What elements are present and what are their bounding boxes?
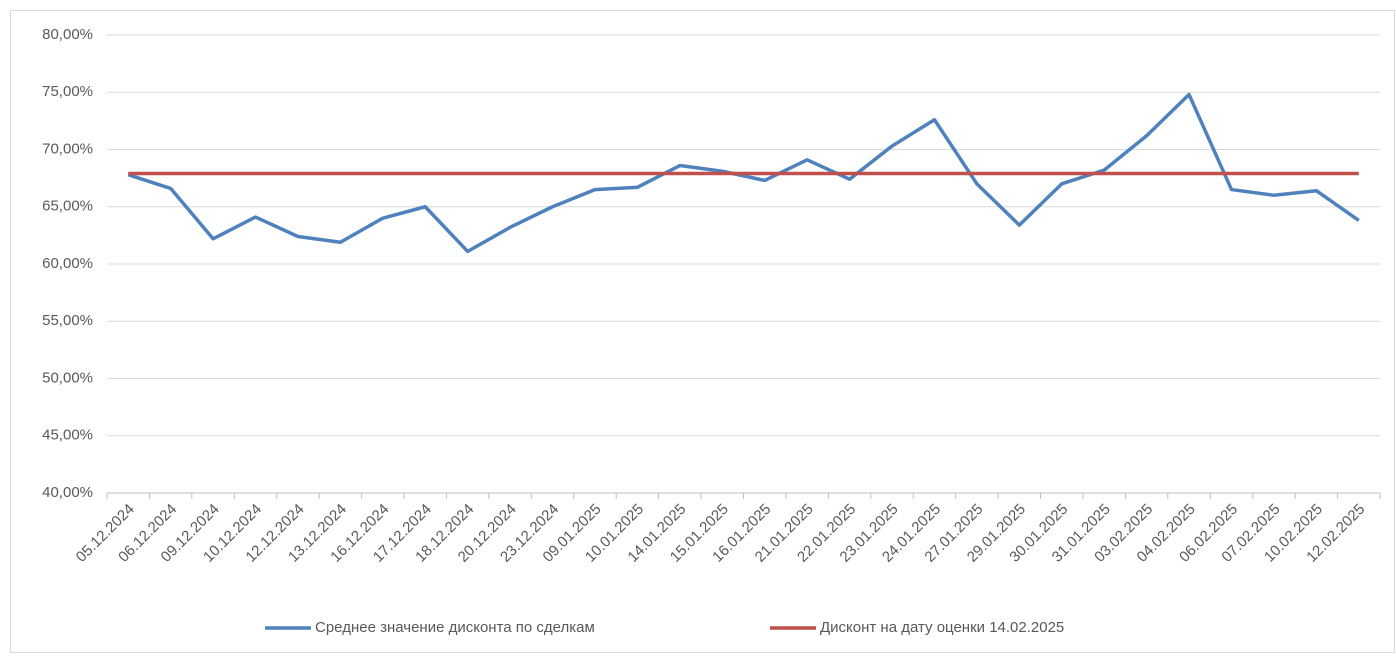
y-tick-label: 40,00% [42, 484, 93, 501]
series-line [127, 92, 1360, 254]
y-tick-label: 65,00% [42, 198, 93, 215]
y-tick-label: 45,00% [42, 427, 93, 444]
legend-label: Среднее значение дисконта по сделкам [315, 619, 595, 636]
y-tick-label: 75,00% [42, 83, 93, 100]
y-tick-label: 70,00% [42, 140, 93, 157]
legend-label: Дисконт на дату оценки 14.02.2025 [820, 619, 1064, 636]
y-tick-label: 55,00% [42, 312, 93, 329]
y-tick-label: 80,00% [42, 26, 93, 43]
chart-frame [10, 10, 1395, 653]
y-tick-label: 50,00% [42, 369, 93, 386]
y-tick-label: 60,00% [42, 255, 93, 272]
